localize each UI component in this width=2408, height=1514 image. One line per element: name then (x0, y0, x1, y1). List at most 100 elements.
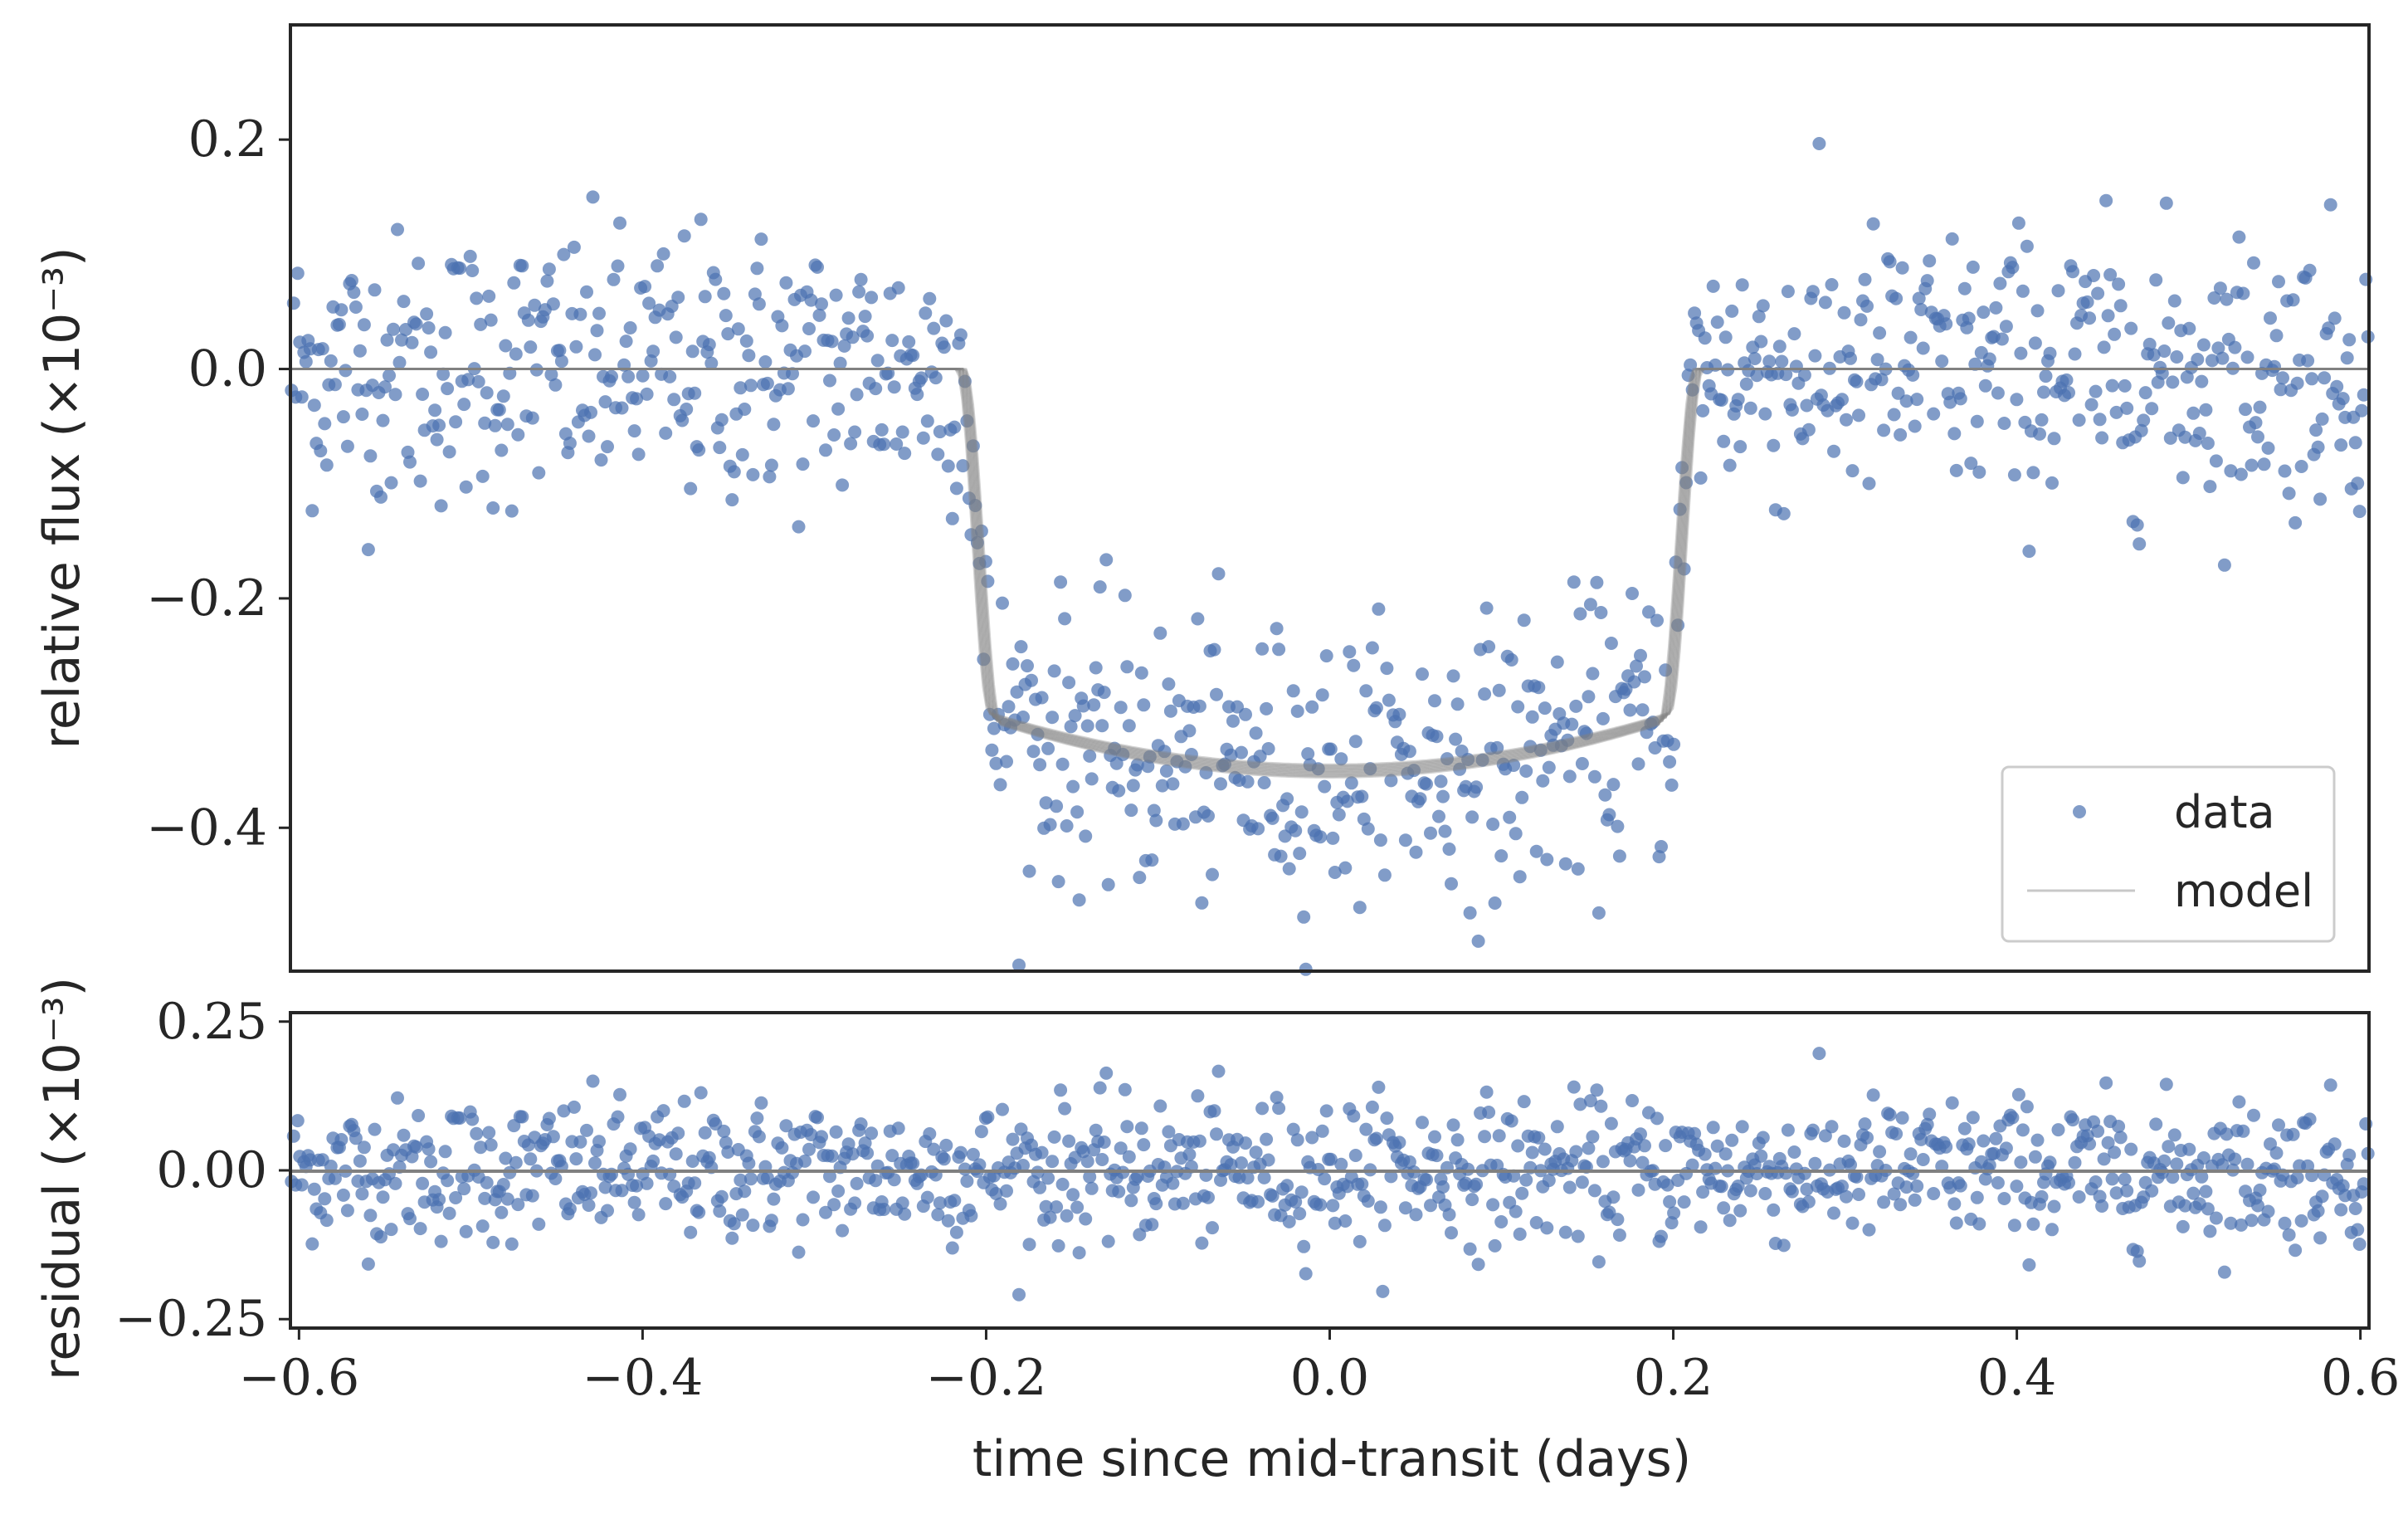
data-point (677, 229, 691, 243)
data-point (2016, 284, 2030, 298)
residual-point (2224, 1216, 2238, 1230)
residual-point (2026, 1217, 2040, 1231)
data-point (355, 408, 369, 421)
data-point (1743, 401, 1757, 415)
data-point (544, 368, 558, 382)
data-point (1348, 735, 1362, 749)
data-point (1606, 778, 1621, 792)
residual-point (1294, 1185, 1309, 1199)
data-point (388, 388, 402, 402)
residual-point (2066, 1113, 2079, 1127)
residual-point (1072, 1246, 1086, 1260)
residual-point (2170, 1157, 2184, 1171)
residual-point (807, 1190, 820, 1204)
data-point (1891, 386, 1905, 400)
data-point (1503, 810, 1517, 824)
residual-point (1471, 1258, 1485, 1272)
data-point (1752, 310, 1766, 324)
residual-point (569, 1152, 583, 1166)
data-point (1158, 745, 1172, 759)
residual-point (1635, 1155, 1650, 1170)
data-point (478, 416, 492, 430)
residual-point (546, 1130, 560, 1144)
residual-point (475, 1219, 490, 1233)
residual-point (1033, 1180, 1047, 1194)
residual-point (1567, 1080, 1581, 1094)
residual-point (515, 1110, 529, 1124)
residual-point (993, 1197, 1007, 1211)
y-tick-label: 0.2 (188, 110, 267, 168)
data-point (692, 443, 706, 457)
data-point (2225, 361, 2240, 375)
residual-point (885, 1149, 899, 1163)
data-point (582, 429, 596, 443)
residual-point (1573, 1097, 1587, 1111)
data-point (1488, 896, 1502, 910)
data-point (750, 261, 764, 276)
data-point (1319, 649, 1333, 663)
data-point (1012, 958, 1026, 972)
data-point (315, 342, 329, 356)
residual-point (1916, 1153, 1930, 1166)
data-point (2113, 299, 2128, 313)
residual-point (2253, 1183, 2267, 1197)
data-point (877, 437, 891, 452)
data-point (725, 493, 739, 507)
model-curve (290, 368, 2369, 779)
data-point (836, 478, 850, 492)
data-point (752, 297, 766, 311)
data-point (1260, 701, 1274, 715)
data-point (621, 369, 636, 383)
residual-point (2217, 1265, 2231, 1279)
residual-point (409, 1140, 423, 1154)
data-point (916, 431, 930, 445)
residual-point (2162, 1140, 2176, 1154)
residual-point (1801, 1194, 1816, 1209)
data-point (1725, 304, 1739, 318)
data-point (1340, 794, 1354, 808)
data-point (937, 340, 951, 354)
data-point (1486, 818, 1500, 831)
data-point (1598, 788, 1612, 802)
data-point (848, 425, 862, 439)
data-point (1449, 732, 1463, 746)
data-point (1812, 137, 1826, 150)
residual-point (2352, 1238, 2367, 1251)
data-point (2157, 344, 2172, 358)
data-point (1939, 317, 1953, 331)
data-point (1592, 906, 1606, 920)
residual-point (1688, 1126, 1702, 1140)
residual-point (972, 1158, 987, 1172)
data-point (2120, 401, 2134, 415)
residual-point (336, 1188, 350, 1202)
data-point (659, 426, 673, 440)
data-point (1305, 700, 1319, 714)
residual-point (798, 1154, 812, 1168)
data-point (1251, 822, 1265, 836)
residual-point (1927, 1187, 1941, 1200)
data-point (430, 432, 444, 447)
data-point (2093, 413, 2107, 427)
residual-point (1660, 1178, 1674, 1192)
residual-point (1450, 1133, 1465, 1147)
data-point (1586, 667, 1600, 681)
data-point (588, 348, 602, 362)
residual-point (1513, 1227, 1527, 1241)
residual-point (2047, 1199, 2061, 1214)
residual-point (949, 1225, 963, 1239)
data-point (850, 388, 864, 402)
data-point (1772, 339, 1787, 354)
residual-point (1326, 1199, 1340, 1213)
data-point (1540, 852, 1554, 867)
residual-point (2289, 1243, 2303, 1258)
residual-point (290, 1114, 305, 1128)
residual-point (964, 1209, 978, 1223)
residual-point (2014, 1155, 2028, 1170)
residual-point (2278, 1216, 2292, 1230)
residual-point (424, 1155, 438, 1169)
residual-point (2311, 1204, 2325, 1218)
data-point (1748, 352, 1762, 365)
residual-point (1908, 1193, 1922, 1207)
data-point (636, 369, 650, 383)
data-point (428, 403, 442, 418)
